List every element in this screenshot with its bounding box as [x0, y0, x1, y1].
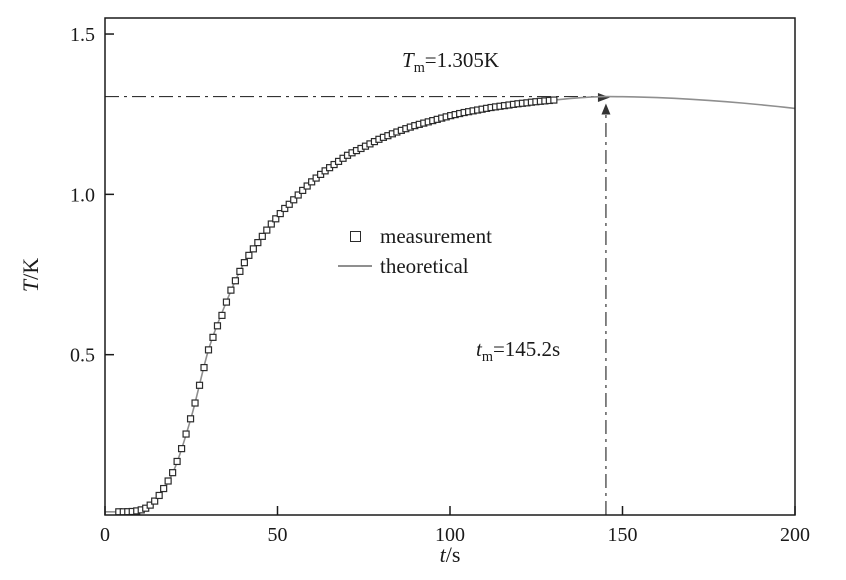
x-axis-label-var: t [439, 542, 446, 567]
right-arrowhead-icon [597, 93, 610, 103]
y-tick-label: 1.5 [70, 24, 95, 46]
legend-item-theoretical: theoretical [336, 251, 492, 281]
annotation-peak-time: tm=145.2s [476, 337, 560, 366]
x-tick-label: 150 [608, 524, 638, 546]
up-arrowhead-icon [601, 103, 611, 115]
x-axis-label-unit: /s [445, 542, 461, 567]
theoretical-line-icon [336, 265, 374, 267]
legend-label-theoretical: theoretical [380, 253, 469, 278]
annotation-max-temperature-var: T [402, 48, 414, 72]
x-tick-label: 0 [100, 524, 110, 546]
x-axis-label: t/s [105, 542, 795, 568]
annotation-max-temperature: Tm=1.305K [402, 48, 499, 77]
annotation-max-temperature-sub: m [413, 60, 425, 77]
legend-item-measurement: measurement [336, 221, 492, 251]
annotation-peak-time-var: t [476, 337, 482, 361]
x-tick-label: 50 [268, 524, 288, 546]
annotation-max-temperature-value: =1.305K [424, 48, 500, 72]
axes: 0 50 100 150 200 0.5 1.0 1.5 [70, 17, 810, 546]
y-axis-label-unit: /K [18, 257, 43, 280]
y-axis-label-var: T [18, 279, 43, 293]
y-tick-label: 1.0 [70, 184, 95, 206]
annotation-peak-time-sub: m [481, 349, 493, 366]
legend: measurement theoretical [336, 221, 492, 281]
theoretical-curve [104, 95, 796, 513]
y-tick-label: 0.5 [70, 345, 95, 367]
reference-lines [105, 93, 611, 515]
annotation-peak-time-value: =145.2s [492, 337, 561, 361]
x-tick-label: 200 [780, 524, 810, 546]
x-tick-label: 100 [435, 524, 465, 546]
measurement-points [115, 96, 558, 516]
measurement-marker-icon [336, 230, 374, 242]
y-axis-label: T/K [18, 230, 44, 320]
legend-label-measurement: measurement [380, 223, 492, 248]
